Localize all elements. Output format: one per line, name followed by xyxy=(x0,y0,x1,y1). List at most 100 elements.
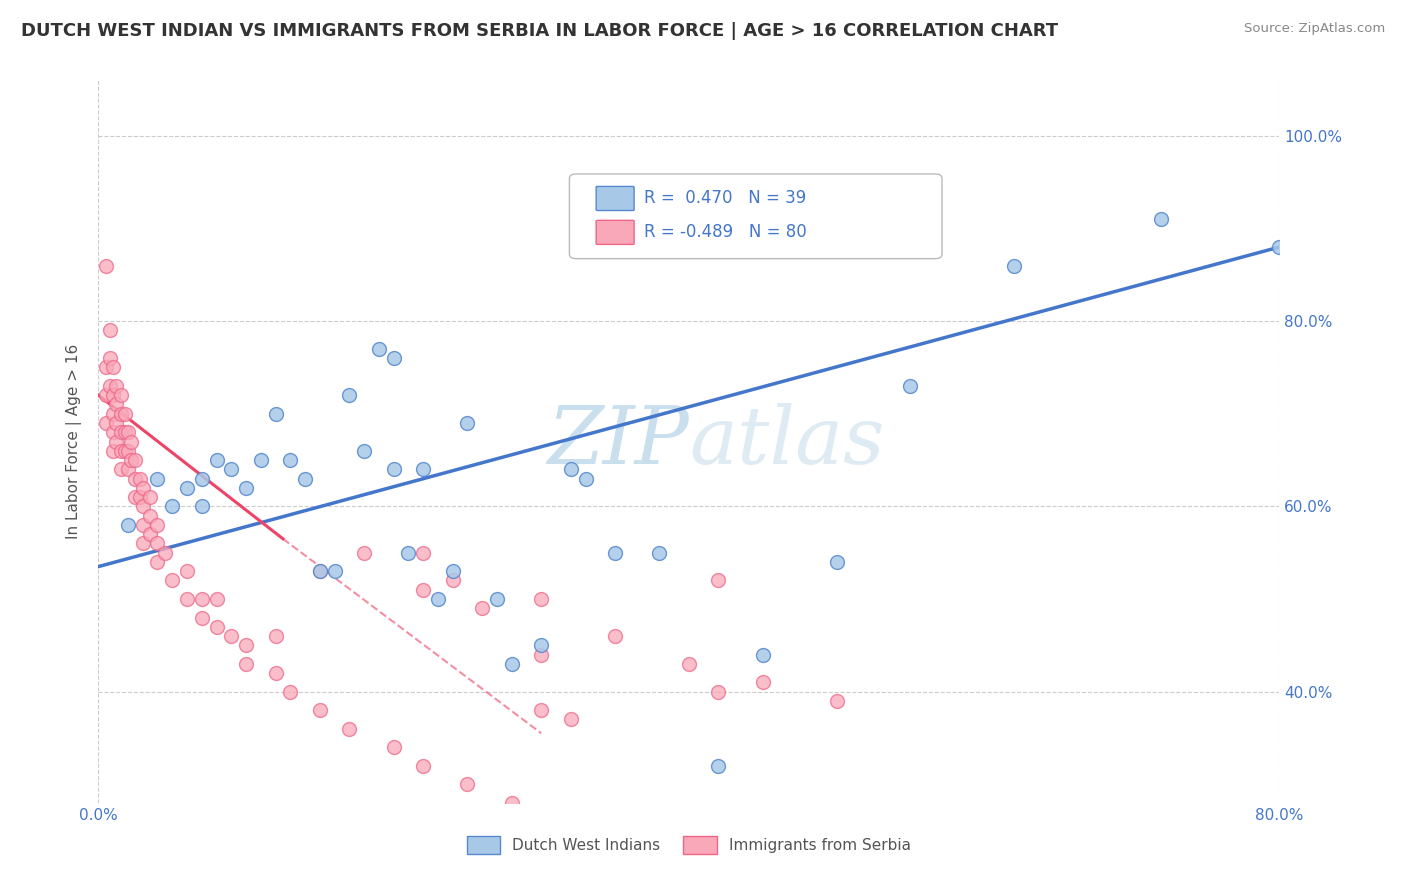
Point xyxy=(382,462,405,476)
Point xyxy=(176,592,198,607)
Point xyxy=(110,407,132,421)
Point xyxy=(441,574,464,588)
Point xyxy=(457,416,479,430)
Point xyxy=(120,453,142,467)
Point xyxy=(1150,212,1173,227)
Point xyxy=(427,592,450,607)
Point xyxy=(98,323,121,337)
Point xyxy=(103,360,125,375)
Point xyxy=(114,425,136,440)
Point xyxy=(176,564,198,578)
Point xyxy=(264,666,287,681)
Point xyxy=(707,574,730,588)
Point xyxy=(648,546,671,560)
Point xyxy=(309,703,332,717)
Point xyxy=(412,546,434,560)
Point xyxy=(221,462,243,476)
Point xyxy=(309,564,332,578)
Point xyxy=(103,388,125,402)
Point xyxy=(191,472,214,486)
Point xyxy=(94,360,117,375)
Point xyxy=(191,592,214,607)
Text: R = -0.489   N = 80: R = -0.489 N = 80 xyxy=(644,223,807,241)
Point xyxy=(162,500,183,514)
Point xyxy=(575,472,598,486)
Point xyxy=(530,638,553,652)
Point xyxy=(398,546,420,560)
Point xyxy=(752,675,775,690)
Point xyxy=(382,740,405,755)
Point xyxy=(457,777,479,791)
Point xyxy=(103,407,125,421)
Point xyxy=(146,536,169,550)
Point xyxy=(412,462,434,476)
Point xyxy=(560,462,582,476)
Point xyxy=(353,443,375,458)
Text: Source: ZipAtlas.com: Source: ZipAtlas.com xyxy=(1244,22,1385,36)
Text: atlas: atlas xyxy=(689,403,884,480)
Point xyxy=(191,500,214,514)
Point xyxy=(103,443,125,458)
Point xyxy=(110,443,132,458)
Point xyxy=(114,443,136,458)
Point xyxy=(94,416,117,430)
Point xyxy=(235,657,257,671)
Point xyxy=(98,379,121,393)
Point xyxy=(605,546,627,560)
Point xyxy=(146,555,169,569)
Point xyxy=(412,758,434,772)
Point xyxy=(339,388,361,402)
Point xyxy=(1002,259,1025,273)
Point xyxy=(530,703,553,717)
Point xyxy=(105,434,128,449)
Point xyxy=(264,407,287,421)
Point xyxy=(900,379,922,393)
Point xyxy=(139,527,162,541)
Point xyxy=(110,462,132,476)
Text: ZIP: ZIP xyxy=(547,403,689,480)
Point xyxy=(280,684,302,698)
Point xyxy=(605,629,627,643)
Point xyxy=(235,638,257,652)
Point xyxy=(1268,240,1291,254)
Point xyxy=(146,472,169,486)
Point xyxy=(323,564,346,578)
Point xyxy=(205,592,228,607)
Point xyxy=(105,379,128,393)
Point xyxy=(678,657,700,671)
Point xyxy=(110,388,132,402)
Point xyxy=(752,648,775,662)
Point xyxy=(294,472,316,486)
Point xyxy=(139,490,162,504)
Point xyxy=(105,416,128,430)
Point xyxy=(382,351,405,366)
Point xyxy=(501,796,523,810)
Point xyxy=(139,508,162,523)
Point xyxy=(117,443,139,458)
Point xyxy=(105,397,128,411)
Point xyxy=(530,648,553,662)
Point xyxy=(128,490,150,504)
Point xyxy=(441,564,464,578)
Point xyxy=(132,517,155,532)
Point xyxy=(162,574,183,588)
Point xyxy=(128,472,150,486)
Point xyxy=(117,517,139,532)
Point xyxy=(120,434,142,449)
Point xyxy=(146,517,169,532)
Point xyxy=(124,490,146,504)
Point xyxy=(707,684,730,698)
Point xyxy=(825,555,848,569)
Point xyxy=(132,481,155,495)
Point xyxy=(117,425,139,440)
Point xyxy=(132,500,155,514)
Point xyxy=(103,425,125,440)
Point xyxy=(124,472,146,486)
Text: R =  0.470   N = 39: R = 0.470 N = 39 xyxy=(644,189,806,207)
Point xyxy=(117,462,139,476)
Point xyxy=(707,758,730,772)
Point xyxy=(98,351,121,366)
Point xyxy=(501,657,523,671)
Point xyxy=(486,592,509,607)
Y-axis label: In Labor Force | Age > 16: In Labor Force | Age > 16 xyxy=(66,344,83,539)
